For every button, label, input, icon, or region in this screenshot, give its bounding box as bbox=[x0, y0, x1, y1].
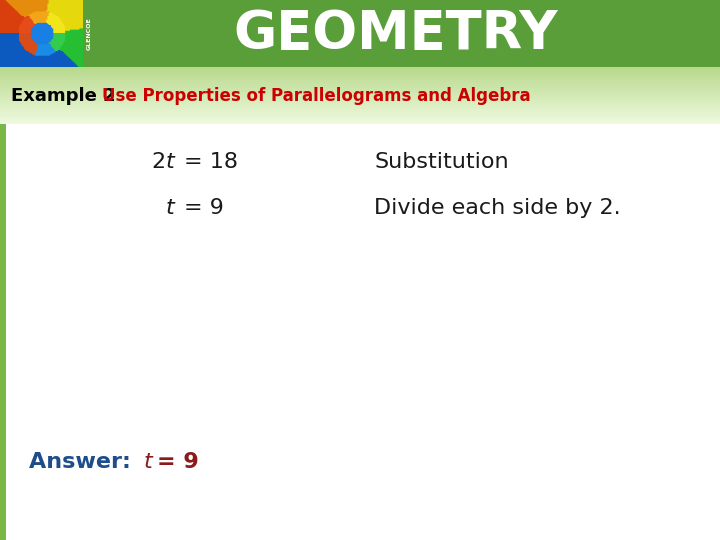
Bar bbox=[0, 75, 720, 77]
Bar bbox=[0, 90, 720, 92]
Bar bbox=[0, 99, 720, 102]
Text: Answer:: Answer: bbox=[29, 451, 146, 472]
Bar bbox=[0, 120, 720, 122]
Bar bbox=[0, 0, 720, 68]
Bar bbox=[0, 67, 720, 69]
Bar bbox=[0, 103, 720, 105]
Bar bbox=[0, 84, 720, 86]
Text: Divide each side by 2.: Divide each side by 2. bbox=[374, 198, 621, 218]
Bar bbox=[0, 111, 720, 113]
Bar bbox=[0, 71, 720, 73]
Text: Substitution: Substitution bbox=[374, 152, 509, 172]
Bar bbox=[0, 0, 83, 68]
Text: Use Properties of Parallelograms and Algebra: Use Properties of Parallelograms and Alg… bbox=[102, 87, 531, 105]
Text: $t$: $t$ bbox=[165, 197, 176, 219]
Bar bbox=[0, 107, 720, 109]
Bar bbox=[0, 91, 720, 94]
Text: GEOMETRY: GEOMETRY bbox=[234, 8, 558, 60]
Bar bbox=[0, 114, 720, 117]
Bar bbox=[0, 112, 720, 114]
Bar bbox=[0, 122, 720, 124]
Bar bbox=[0, 78, 720, 80]
Bar bbox=[0, 69, 720, 71]
Bar bbox=[0, 87, 720, 90]
Text: GLENCOE: GLENCOE bbox=[86, 17, 91, 50]
Bar bbox=[0, 97, 720, 99]
Bar bbox=[0, 109, 720, 111]
Bar bbox=[0, 101, 720, 103]
Text: $t$: $t$ bbox=[143, 451, 154, 472]
Text: Example 2: Example 2 bbox=[11, 87, 115, 105]
Bar bbox=[0, 116, 720, 118]
Text: = 9: = 9 bbox=[184, 198, 223, 218]
Text: = 18: = 18 bbox=[184, 152, 238, 172]
Bar bbox=[0, 76, 720, 79]
Bar bbox=[0, 80, 720, 83]
Bar bbox=[0, 72, 720, 75]
Text: = 9: = 9 bbox=[157, 451, 199, 472]
Text: $2t$: $2t$ bbox=[150, 151, 176, 173]
Bar bbox=[0, 93, 720, 96]
Bar bbox=[0, 95, 720, 98]
Bar bbox=[0, 124, 6, 540]
Bar bbox=[0, 86, 720, 88]
Bar bbox=[0, 105, 720, 107]
Bar bbox=[0, 118, 720, 120]
Bar bbox=[0, 82, 720, 84]
